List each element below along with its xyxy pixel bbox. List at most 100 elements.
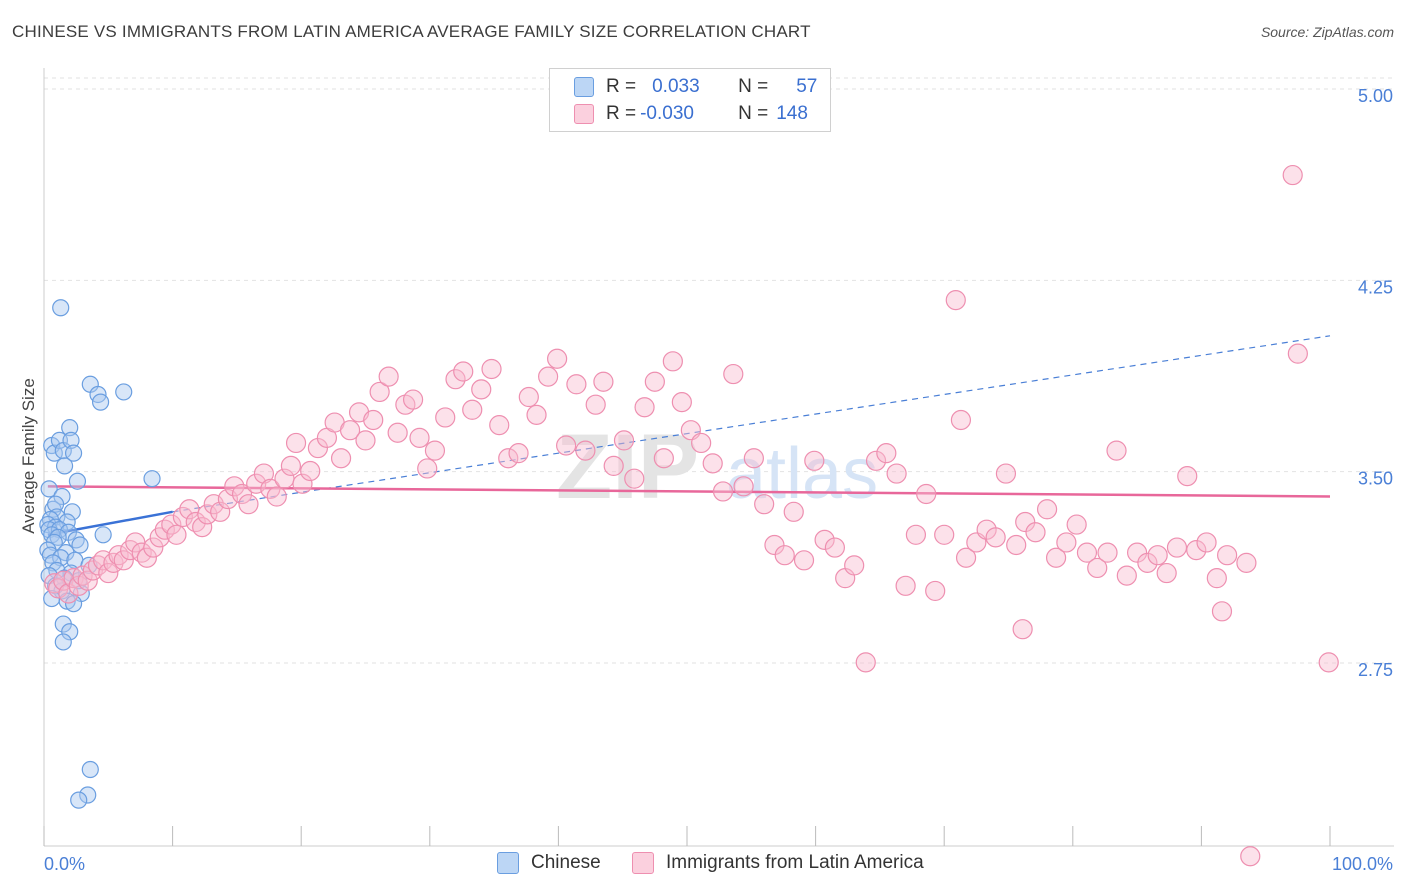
point-latin-america [743, 448, 764, 469]
point-latin-america [916, 483, 937, 505]
point-latin-america [339, 420, 361, 441]
point-latin-america [417, 458, 438, 479]
point-latin-america [445, 369, 466, 390]
y-tick-label: 2.75 [1358, 660, 1393, 680]
point-latin-america [330, 448, 352, 469]
point-latin-america [644, 371, 665, 392]
point-latin-america [1137, 552, 1158, 573]
point-latin-america [1236, 552, 1257, 573]
x-tick-label: 0.0% [44, 854, 85, 874]
legend-swatch-chinese [574, 77, 594, 97]
legend-n-label: N = [738, 103, 769, 124]
point-latin-america [1087, 557, 1108, 579]
point-chinese [79, 786, 97, 804]
point-latin-america [98, 562, 119, 584]
series-legend: Chinese Immigrants from Latin America [0, 852, 1406, 878]
point-latin-america [387, 422, 408, 443]
point-latin-america [1025, 522, 1046, 543]
chart-source: Source: ZipAtlas.com [1260, 24, 1394, 40]
point-latin-america [865, 450, 887, 471]
point-latin-america [238, 494, 259, 515]
point-latin-america [925, 580, 946, 602]
point-latin-america [409, 427, 430, 448]
point-latin-america [1036, 499, 1058, 520]
y-axis-label: Average Family Size [19, 378, 38, 534]
point-chinese [115, 383, 133, 401]
legend-r-value: 0.033 [652, 76, 700, 97]
trend-lines [47, 335, 1331, 537]
axes [43, 68, 1394, 847]
point-latin-america [754, 494, 775, 515]
series-legend-chinese[interactable]: Chinese [497, 852, 601, 874]
point-latin-america [192, 517, 213, 538]
point-latin-america [886, 463, 907, 484]
point-latin-america [876, 443, 897, 464]
point-latin-america [783, 501, 804, 522]
point-latin-america [402, 389, 424, 410]
point-chinese [54, 633, 72, 651]
point-latin-america [1196, 532, 1217, 553]
point-latin-america [814, 529, 835, 550]
point-latin-america [613, 430, 635, 451]
watermark-zip: ZIP [556, 416, 699, 518]
point-chinese [55, 457, 74, 475]
point-latin-america [197, 504, 218, 525]
point-latin-america [1156, 562, 1177, 584]
series-legend-latin-america[interactable]: Immigrants from Latin America [632, 852, 924, 874]
point-latin-america [1287, 343, 1308, 364]
point-latin-america [547, 348, 568, 369]
point-latin-america [804, 450, 825, 471]
point-latin-america [662, 351, 683, 372]
point-latin-america [1045, 547, 1067, 568]
point-latin-america [556, 435, 577, 456]
point-latin-america [355, 430, 376, 451]
point-latin-america [143, 537, 164, 558]
legend-n-value: 148 [776, 103, 808, 124]
point-latin-america [136, 547, 157, 568]
legend-r-label: R = [606, 76, 637, 97]
point-latin-america [1015, 511, 1036, 533]
x-tick-label: 100.0% [1332, 854, 1393, 874]
legend-row-chinese: R = 0.033 N = 57 [574, 74, 817, 100]
point-latin-america [1012, 619, 1033, 640]
point-latin-america [280, 455, 302, 477]
point-latin-america [955, 547, 977, 568]
point-latin-america [1206, 568, 1227, 589]
point-chinese [46, 495, 65, 513]
point-latin-america [733, 476, 754, 497]
point-latin-america [950, 409, 972, 431]
point-latin-america [995, 463, 1017, 484]
point-latin-america [671, 392, 692, 413]
point-latin-america [774, 545, 795, 566]
point-latin-america [1211, 601, 1233, 622]
series-label-chinese: Chinese [531, 852, 601, 873]
legend-n-value: 57 [796, 76, 818, 97]
point-latin-america [424, 440, 446, 461]
point-latin-america [824, 537, 845, 558]
point-chinese [40, 480, 58, 498]
point-latin-america [1166, 537, 1188, 558]
point-latin-america [435, 407, 456, 428]
point-latin-america [508, 443, 529, 464]
point-latin-america [855, 652, 876, 673]
point-latin-america [1186, 539, 1207, 561]
point-latin-america [526, 404, 547, 425]
point-latin-america [702, 453, 723, 474]
point-chinese [61, 623, 79, 641]
point-latin-america [985, 527, 1006, 548]
point-latin-america [1076, 542, 1098, 563]
legend-r-value: -0.030 [640, 103, 694, 124]
point-latin-america [471, 379, 492, 400]
series-label-latin-america: Immigrants from Latin America [666, 852, 924, 873]
point-latin-america [905, 524, 927, 545]
point-chinese [52, 299, 70, 317]
point-chinese [64, 595, 83, 613]
point-latin-america [1056, 532, 1077, 553]
point-latin-america [1106, 440, 1127, 461]
series-swatch-latin-america [632, 852, 654, 874]
legend-row-latin-america: R = -0.030 N = 148 [574, 101, 808, 127]
point-latin-america [453, 361, 474, 382]
point-latin-america [691, 432, 712, 454]
point-latin-america [369, 381, 390, 403]
